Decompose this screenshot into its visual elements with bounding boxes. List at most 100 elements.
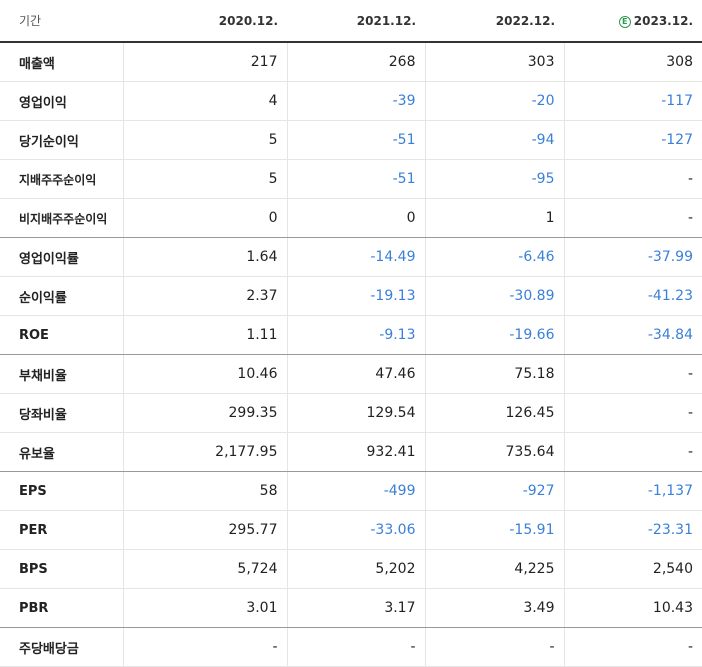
row-label: ROE (0, 315, 123, 355)
period-header-2021: 2021.12. (287, 0, 425, 43)
value-cell: - (563, 354, 702, 394)
value-cell: -51 (286, 120, 425, 160)
value-cell: 0 (286, 198, 425, 238)
value-cell: 299.35 (122, 393, 287, 433)
table-row: 주당배당금 - - - - (0, 627, 702, 667)
period-header-label: 기간 (0, 0, 123, 43)
table-row: 비지배주주순이익 0 0 1- (0, 198, 702, 238)
value-cell: -95 (424, 159, 564, 199)
row-label: 영업이익 (0, 81, 123, 121)
value-cell: -19.66 (424, 315, 564, 355)
value-cell: -9.13 (286, 315, 425, 355)
period-header-2023-label: 2023.12. (633, 13, 693, 28)
value-cell: 1 (424, 198, 564, 238)
value-cell: - (286, 627, 425, 667)
row-label: 매출액 (0, 42, 123, 82)
value-cell: -34.84 (563, 315, 702, 355)
value-cell: 2,540 (563, 549, 702, 589)
period-header-2022: 2022.12. (425, 0, 564, 43)
value-cell: 308 (563, 42, 702, 82)
value-cell: 126.45 (424, 393, 564, 433)
row-label: 순이익률 (0, 276, 123, 316)
value-cell: 5,724 (122, 549, 287, 589)
row-label: EPS (0, 471, 123, 511)
value-cell: 129.54 (286, 393, 425, 433)
value-cell: - (563, 432, 702, 472)
value-cell: 1.64 (122, 237, 287, 277)
row-label: 지배주주순이익 (0, 159, 123, 199)
value-cell: -127 (563, 120, 702, 160)
value-cell: 10.43 (563, 588, 702, 628)
value-cell: 4,225 (424, 549, 564, 589)
value-cell: 75.18 (424, 354, 564, 394)
value-cell: -14.49 (286, 237, 425, 277)
table-row: 영업이익 4 -39 -20 -117 (0, 81, 702, 121)
value-cell: 47.46 (286, 354, 425, 394)
value-cell: 735.64 (424, 432, 564, 472)
value-cell: 303 (424, 42, 564, 82)
value-cell: 295.77 (122, 510, 287, 550)
value-cell: - (563, 627, 702, 667)
table-row: 매출액 217 268 303 308 (0, 42, 702, 82)
row-label: 영업이익률 (0, 237, 123, 277)
value-cell: -51 (286, 159, 425, 199)
value-cell: 1.11 (122, 315, 287, 355)
table-row: 지배주주순이익 5 -51 -95- (0, 159, 702, 199)
table-row: ROE 1.11 -9.13 -19.66 -34.84 (0, 315, 702, 355)
value-cell: -94 (424, 120, 564, 160)
value-cell: 2,177.95 (122, 432, 287, 472)
value-cell: 3.01 (122, 588, 287, 628)
row-label: 비지배주주순이익 (0, 198, 123, 238)
period-header-2020: 2020.12. (123, 0, 287, 43)
value-cell: -117 (563, 81, 702, 121)
row-label: BPS (0, 549, 123, 589)
table-row: PBR 3.01 3.17 3.49 10.43 (0, 588, 702, 628)
estimate-badge-icon: E (618, 15, 631, 28)
value-cell: -20 (424, 81, 564, 121)
value-cell: 0 (122, 198, 287, 238)
row-label: 주당배당금 (0, 627, 123, 667)
value-cell: 58 (122, 471, 287, 511)
value-cell: -499 (286, 471, 425, 511)
value-cell: -41.23 (563, 276, 702, 316)
value-cell: - (424, 627, 564, 667)
table-row: 순이익률 2.37 -19.13 -30.89 -41.23 (0, 276, 702, 316)
table-row: 유보율 2,177.95 932.41 735.64- (0, 432, 702, 472)
table-row: 영업이익률 1.64 -14.49 -6.46 -37.99 (0, 237, 702, 277)
value-cell: -1,137 (563, 471, 702, 511)
value-cell: 5 (122, 120, 287, 160)
value-cell: -30.89 (424, 276, 564, 316)
table-row: 부채비율 10.46 47.46 75.18- (0, 354, 702, 394)
value-cell: -6.46 (424, 237, 564, 277)
value-cell: - (563, 159, 702, 199)
value-cell: 932.41 (286, 432, 425, 472)
value-cell: -37.99 (563, 237, 702, 277)
row-label: 유보율 (0, 432, 123, 472)
row-label: 당좌비율 (0, 393, 123, 433)
row-label: 부채비율 (0, 354, 123, 394)
value-cell: -33.06 (286, 510, 425, 550)
value-cell: - (563, 393, 702, 433)
value-cell: 5,202 (286, 549, 425, 589)
row-label: PER (0, 510, 123, 550)
value-cell: - (563, 198, 702, 238)
value-cell: 3.17 (286, 588, 425, 628)
value-cell: 4 (122, 81, 287, 121)
table-row: EPS 58 -499 -927 -1,137 (0, 471, 702, 511)
table-row: BPS 5,724 5,202 4,225 2,540 (0, 549, 702, 589)
value-cell: 217 (122, 42, 287, 82)
period-header-2023: E 2023.12. (564, 0, 702, 43)
value-cell: -23.31 (563, 510, 702, 550)
value-cell: 3.49 (424, 588, 564, 628)
value-cell: -39 (286, 81, 425, 121)
table-row: PER 295.77 -33.06 -15.91 -23.31 (0, 510, 702, 550)
value-cell: 268 (286, 42, 425, 82)
table-row: 당좌비율 299.35 129.54 126.45- (0, 393, 702, 433)
table-header-row: 기간 2020.12. 2021.12. 2022.12. E 2023.12. (0, 0, 702, 43)
row-label: 당기순이익 (0, 120, 123, 160)
value-cell: 2.37 (122, 276, 287, 316)
value-cell: 5 (122, 159, 287, 199)
row-label: PBR (0, 588, 123, 628)
value-cell: -19.13 (286, 276, 425, 316)
